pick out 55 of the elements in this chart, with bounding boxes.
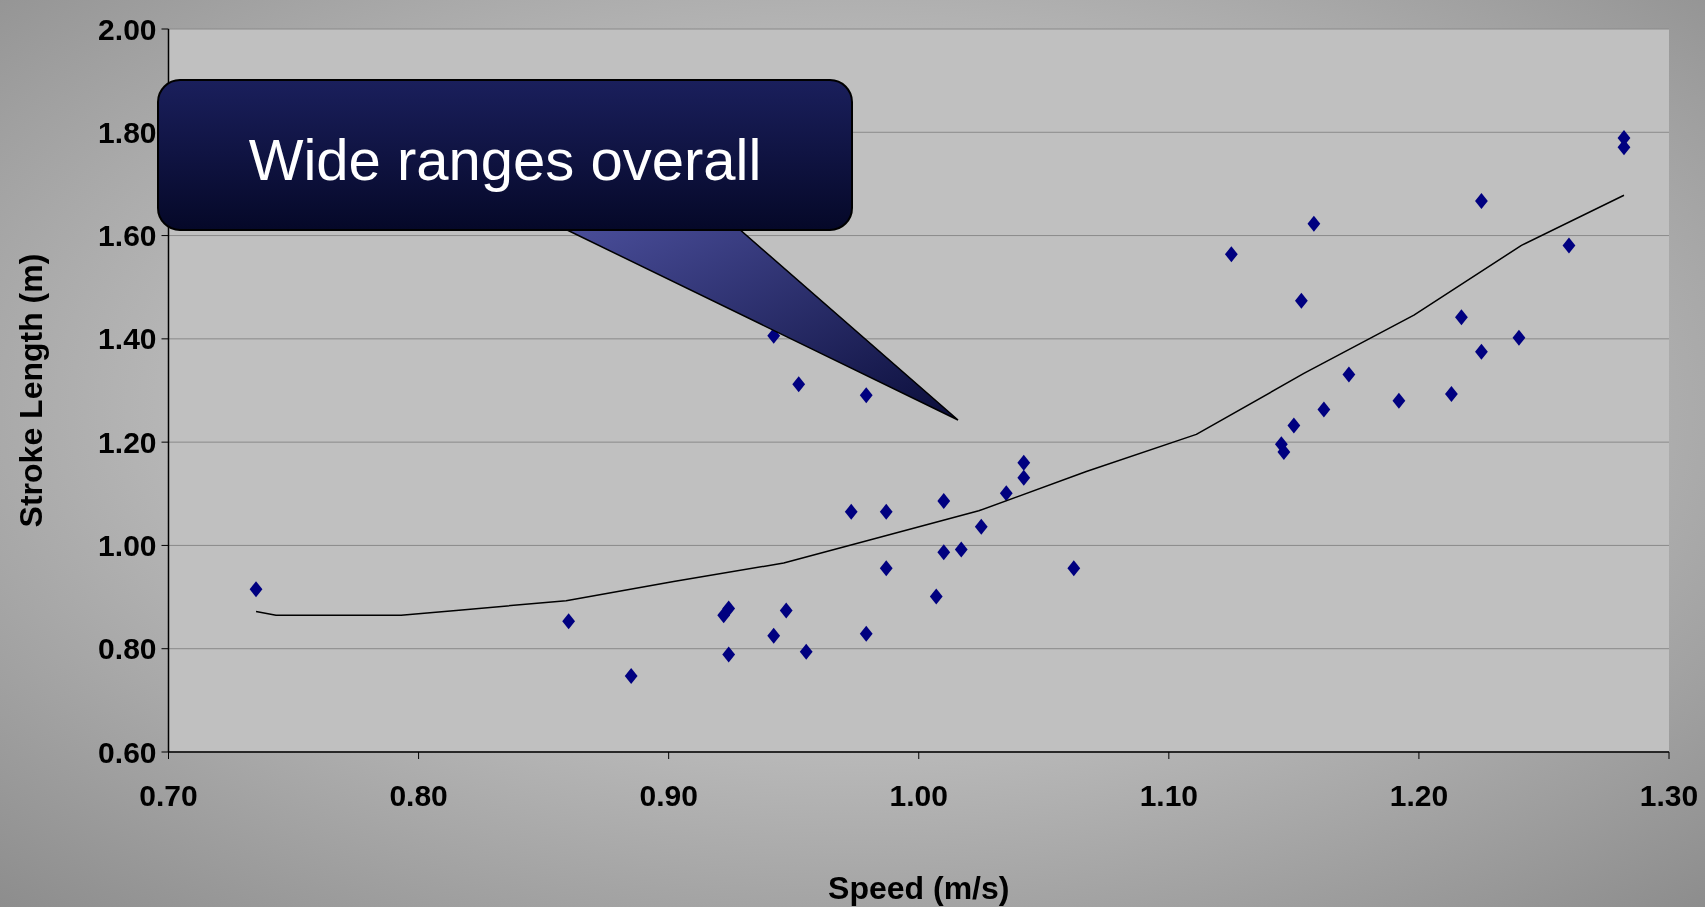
x-tick-label: 0.90 bbox=[639, 779, 698, 812]
point bbox=[1455, 309, 1468, 326]
point bbox=[879, 560, 893, 577]
point bbox=[937, 544, 951, 561]
point bbox=[859, 387, 873, 404]
point bbox=[722, 646, 736, 663]
y-tick-label: 0.80 bbox=[98, 632, 157, 666]
point bbox=[1307, 215, 1321, 232]
x-tick-label: 1.10 bbox=[1139, 779, 1199, 812]
point bbox=[779, 602, 793, 619]
point bbox=[1017, 469, 1031, 486]
x-tick-label: 1.30 bbox=[1639, 779, 1699, 812]
point bbox=[999, 485, 1013, 502]
point bbox=[1342, 366, 1356, 383]
point bbox=[624, 668, 638, 685]
line-series bbox=[255, 194, 1625, 616]
x-tick-label: 0.80 bbox=[389, 779, 448, 812]
point bbox=[1475, 343, 1488, 360]
point bbox=[859, 625, 873, 642]
point bbox=[722, 600, 736, 617]
point bbox=[1392, 392, 1406, 409]
y-tick-label: 1.20 bbox=[98, 425, 157, 459]
point bbox=[937, 493, 951, 510]
y-tick-label: 1.80 bbox=[98, 115, 157, 149]
x-tick-label: 0.70 bbox=[139, 779, 198, 812]
y-axis-title: Stroke Length (m) bbox=[13, 253, 49, 528]
point bbox=[1294, 292, 1308, 309]
point bbox=[1017, 454, 1031, 471]
x-tick-label: 1.20 bbox=[1389, 779, 1449, 812]
point bbox=[879, 503, 893, 520]
point bbox=[249, 581, 263, 598]
y-tick-label: 2.00 bbox=[98, 12, 157, 46]
y-tick-label: 0.60 bbox=[98, 735, 157, 769]
point bbox=[1512, 329, 1526, 346]
point bbox=[799, 643, 813, 660]
point bbox=[974, 518, 988, 535]
x-tick-label: 1.00 bbox=[889, 779, 948, 812]
x-axis-title: Speed (m/s) bbox=[828, 870, 1010, 906]
point bbox=[562, 613, 576, 630]
point bbox=[1067, 560, 1081, 577]
point bbox=[844, 503, 858, 520]
point bbox=[792, 376, 806, 393]
point bbox=[954, 541, 968, 558]
point bbox=[929, 588, 943, 605]
y-tick-label: 1.60 bbox=[98, 219, 157, 253]
point bbox=[1287, 417, 1301, 434]
y-tick-label: 1.00 bbox=[98, 528, 157, 562]
y-tick-label: 1.40 bbox=[98, 322, 157, 356]
point bbox=[1562, 237, 1576, 254]
point bbox=[1317, 401, 1331, 418]
point bbox=[1475, 192, 1488, 209]
point bbox=[1445, 386, 1458, 403]
point bbox=[1224, 246, 1238, 263]
point bbox=[767, 627, 781, 644]
annotation: Wide ranges overall bbox=[248, 127, 762, 193]
